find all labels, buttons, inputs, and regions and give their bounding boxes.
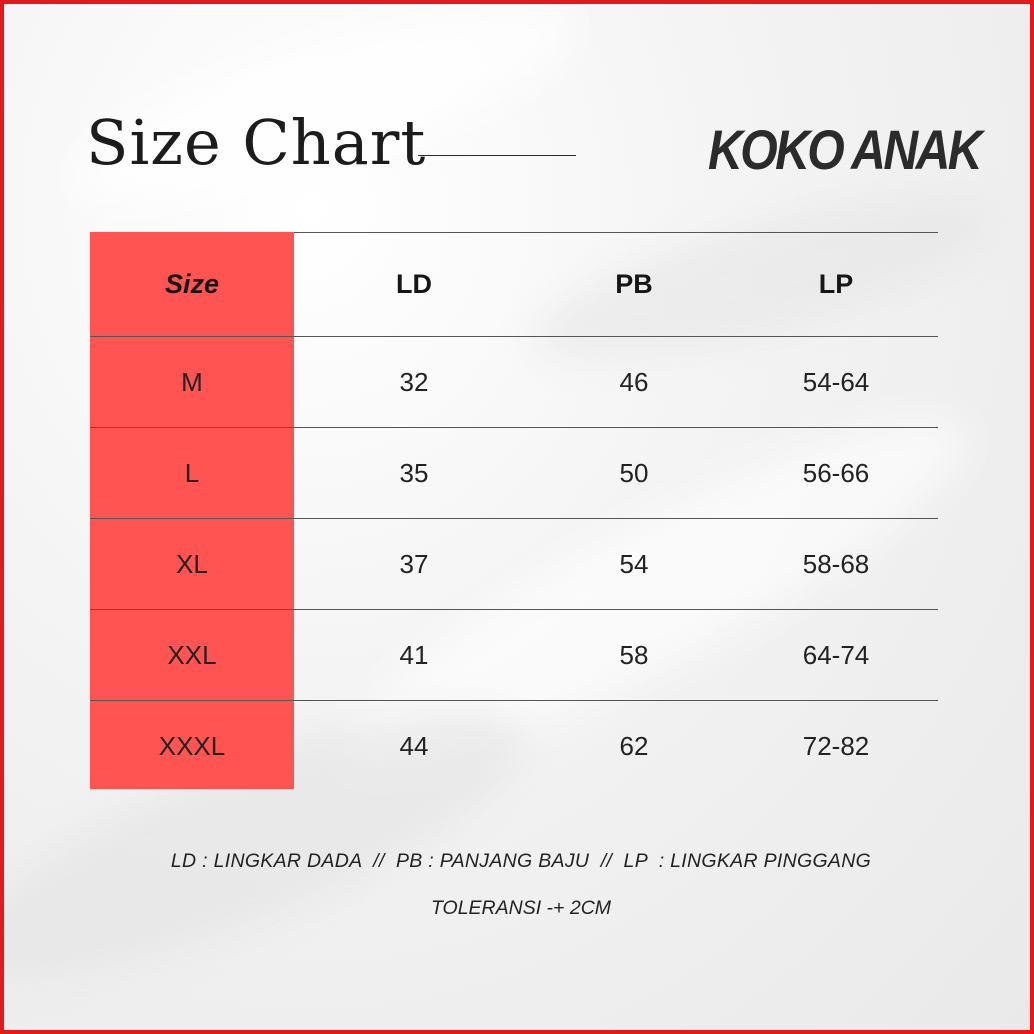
lp-cell: 58-68 [802, 548, 870, 579]
ld-cell: 41 [399, 639, 429, 670]
ld-cell: 35 [399, 457, 429, 488]
tolerance-note: TOLERANSI -+ 2CM [430, 897, 612, 919]
abbreviation-legend: LD : LINGKAR DADA // PB : PANJANG BAJU /… [170, 850, 872, 872]
size-cell: M [181, 366, 203, 397]
header-ld: LD [396, 268, 432, 299]
table-top-rule [294, 232, 938, 233]
size-table: Size LD PB LP M 32 46 54-64 L 35 50 56-6… [90, 232, 938, 792]
size-column-highlight [90, 232, 294, 789]
size-cell: XL [176, 548, 208, 579]
lp-cell: 54-64 [802, 366, 870, 397]
ld-cell: 32 [399, 366, 429, 397]
size-cell: L [184, 457, 200, 488]
ld-cell: 44 [399, 731, 429, 761]
brand-name: KOKO ANAK [708, 118, 983, 181]
size-cell: XXXL [158, 731, 226, 761]
lp-cell: 72-82 [802, 731, 870, 761]
table-header-row: Size LD PB LP [90, 232, 938, 337]
pb-cell: 46 [619, 366, 649, 397]
pb-cell: 62 [619, 731, 649, 761]
table-row: XXL 41 58 64-74 [90, 610, 938, 701]
ld-cell: 37 [399, 548, 429, 579]
table-row: XXXL 44 62 72-82 [90, 701, 938, 792]
pb-cell: 50 [619, 457, 649, 488]
table-row: L 35 50 56-66 [90, 428, 938, 519]
table-row: XL 37 54 58-68 [90, 519, 938, 610]
title-divider-line [418, 155, 576, 156]
header-lp: LP [818, 268, 854, 299]
lp-cell: 56-66 [802, 457, 870, 488]
table-row: M 32 46 54-64 [90, 337, 938, 428]
header-size: Size [164, 268, 220, 299]
lp-cell: 64-74 [802, 639, 870, 670]
size-cell: XXL [167, 639, 217, 670]
pb-cell: 58 [619, 639, 649, 670]
page-title: Size Chart [86, 106, 427, 179]
header-pb: PB [615, 268, 653, 299]
pb-cell: 54 [619, 548, 649, 579]
